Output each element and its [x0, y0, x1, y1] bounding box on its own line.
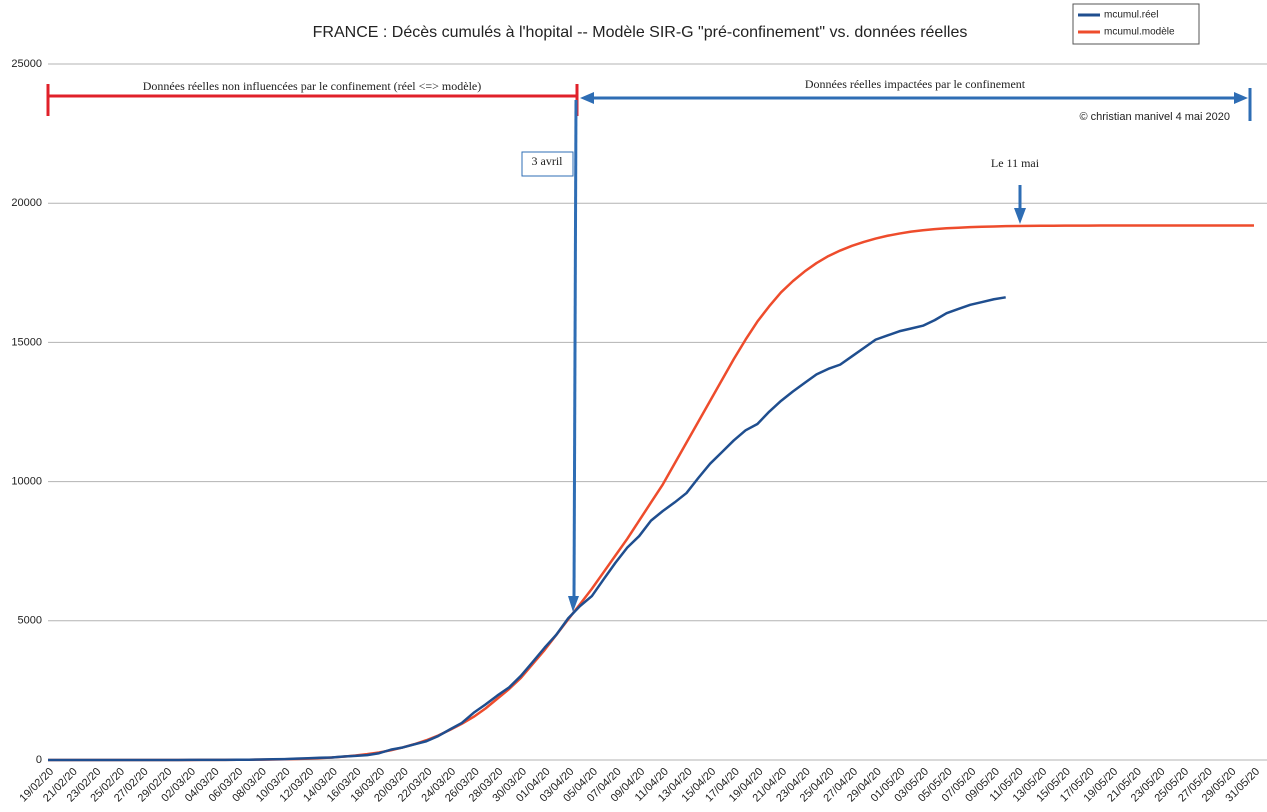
y-tick-label: 15000	[11, 336, 42, 348]
y-tick-label: 25000	[11, 58, 42, 70]
chart-title: FRANCE : Décès cumulés à l'hopital -- Mo…	[313, 24, 968, 41]
arrow-head	[1234, 92, 1248, 104]
annotation: Le 11 mai	[991, 156, 1040, 170]
annotations: Données réelles non influencées par le c…	[46, 77, 1252, 612]
copyright: © christian manivel 4 mai 2020	[1079, 111, 1230, 123]
plot	[48, 224, 1254, 762]
label-box	[521, 151, 574, 177]
series-line	[48, 296, 1006, 762]
arrow-head	[580, 92, 594, 104]
annotation: Données réelles impactées par le confine…	[805, 77, 1026, 91]
y-tick-label: 10000	[11, 476, 42, 488]
y-tick-label: 0	[36, 754, 42, 766]
legend-label: mcumul.modèle	[1104, 27, 1175, 38]
arrow-head	[1014, 208, 1026, 224]
series-line	[48, 224, 1254, 762]
annotation: 3 avril	[532, 154, 564, 168]
date-arrow	[572, 99, 578, 599]
grid: 050001000015000200002500019/02/2021/02/2…	[11, 58, 1267, 804]
y-tick-label: 20000	[11, 197, 42, 209]
legend-label: mcumul.réel	[1104, 10, 1158, 21]
annotation: Données réelles non influencées par le c…	[143, 79, 482, 93]
arrow-head	[568, 596, 579, 612]
legend: mcumul.réel mcumul.modèle	[1072, 3, 1200, 45]
legend-box	[1072, 3, 1200, 45]
y-tick-label: 5000	[18, 615, 42, 627]
